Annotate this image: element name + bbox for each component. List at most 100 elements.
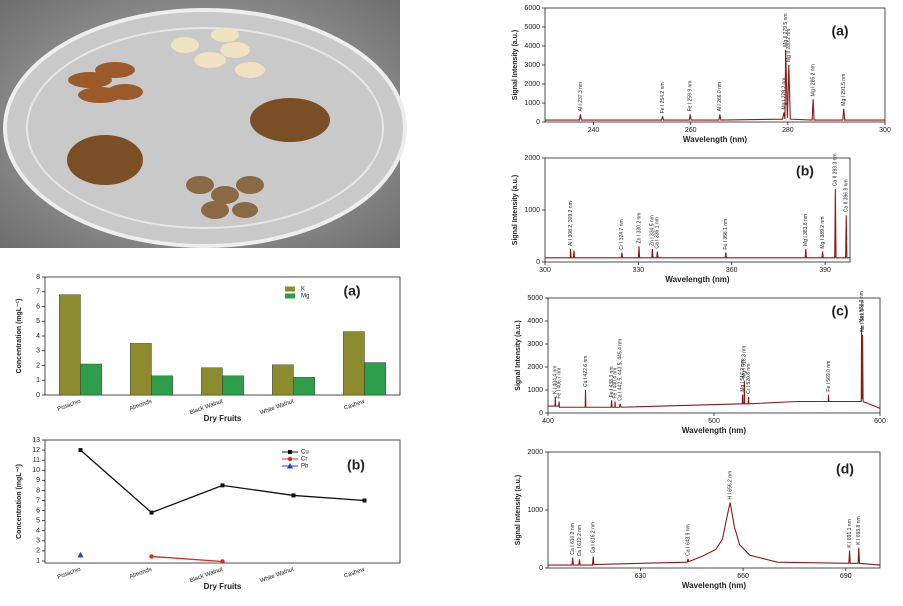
bar [151, 375, 173, 396]
y-tick-label: 7 [36, 289, 40, 296]
legend-label: Pb [301, 464, 309, 470]
y-tick-label: 11 [33, 457, 40, 464]
point [77, 551, 84, 558]
peak-label: Ca I 336.1 nm [655, 217, 661, 248]
legend-marker [287, 463, 293, 469]
y-tick-label: 9 [36, 477, 40, 484]
point [78, 448, 83, 453]
x-tick-label: 260 [685, 127, 697, 134]
y-tick-label: 4 [36, 528, 40, 535]
y-tick-label: 12 [32, 447, 40, 454]
x-tick-label: 500 [708, 418, 720, 425]
pistachios [186, 176, 264, 219]
y-tick-label: 7 [36, 497, 40, 504]
peak-label: Mg I 517.2 nm [740, 360, 746, 392]
bar [272, 364, 294, 396]
y-tick-label: 6000 [524, 5, 540, 12]
peak-label: Na I 589.5 nm [860, 300, 866, 331]
legend-marker [288, 450, 292, 454]
x-tick-label: 690 [840, 573, 852, 580]
y-axis-label: Signal Intensity (a.u.) [515, 320, 522, 390]
peak-label: Fe I 440.4 nm [612, 368, 618, 399]
peak-label: Ca II 393.3 nm [833, 153, 839, 186]
peak-label: Ca I 612.2 nm [577, 525, 583, 556]
y-tick-label: 4000 [524, 43, 540, 50]
y-tick-label: 6 [36, 507, 40, 514]
peak-label: Ca I 422.6 nm [583, 356, 589, 387]
point [362, 498, 367, 503]
peak-label: Mg I 285.2 nm [810, 64, 816, 96]
y-axis-label: Concentration (mgL⁻¹) [16, 299, 23, 374]
x-axis-label: Wavelength (nm) [665, 275, 729, 284]
y-tick-label: 1 [36, 377, 40, 384]
x-axis-label: Wavelength (nm) [682, 426, 746, 435]
bar [129, 343, 152, 396]
legend-label: Mg [301, 294, 309, 300]
y-axis-label: Signal Intensity (a.u.) [512, 175, 519, 245]
x-tick-label: Pistachio [57, 399, 83, 413]
peak-label: Fe I 254.2 nm [660, 82, 666, 113]
peak-label: Mg I 518.3 nm [742, 346, 748, 378]
x-tick-label: 240 [588, 127, 600, 134]
almonds [68, 62, 143, 103]
point [220, 483, 225, 488]
x-tick-label: 300 [539, 267, 551, 274]
x-axis-label: Wavelength (nm) [683, 135, 747, 144]
y-tick-label: 4 [36, 333, 40, 340]
bar [293, 377, 315, 396]
walnuts [67, 98, 330, 185]
y-tick-label: 1000 [524, 100, 540, 107]
point [149, 554, 154, 559]
peak-label: Fe I 259.9 nm [688, 81, 694, 112]
x-tick-label: 630 [635, 573, 647, 580]
y-tick-label: 5 [36, 517, 40, 524]
photo [0, 0, 407, 248]
point [149, 510, 154, 515]
peak-label: Ca I 643.9 nm [685, 524, 691, 555]
point [220, 559, 225, 564]
bar [59, 294, 81, 396]
peak-label: K I 404.4 nm [553, 366, 559, 394]
y-tick-label: 2 [36, 362, 40, 369]
series-line [545, 189, 850, 259]
x-tick-label: Cashew [343, 566, 366, 579]
y-tick-label: 2000 [527, 449, 543, 456]
dish-rim [26, 27, 384, 229]
x-axis-label: Dry Fruits [204, 414, 242, 423]
bar [343, 331, 365, 396]
bar [364, 362, 386, 396]
y-tick-label: 13 [32, 437, 40, 444]
x-axis-label: Wavelength (nm) [682, 581, 746, 590]
y-tick-label: 8 [36, 487, 40, 494]
peak-label: Zn I 330.2 nm [636, 213, 642, 244]
legend-label: Cr [301, 457, 307, 463]
x-tick-label: Pistachio [57, 567, 83, 581]
panel-label: (b) [347, 457, 365, 473]
y-tick-label: 4000 [527, 318, 543, 325]
bar [222, 375, 244, 396]
y-tick-label: 0 [539, 410, 543, 417]
x-tick-label: 600 [874, 418, 886, 425]
peak-label: Na I 588.9 nm [859, 291, 865, 322]
series-line [545, 49, 885, 121]
legend-swatch [285, 286, 295, 292]
peak-label: Mg II 280.2 nm [786, 29, 792, 62]
x-tick-label: Almonds [129, 567, 153, 581]
peak-label: Ca I 610.2 nm [570, 523, 576, 554]
peak-label: Al I 237.3 nm [578, 82, 584, 111]
y-tick-label: 2000 [524, 155, 540, 162]
peak-label: Mg I 279.2 nm [781, 78, 787, 110]
y-tick-label: 5000 [524, 24, 540, 31]
panel-label: (c) [831, 303, 848, 319]
plot-frame [547, 297, 881, 414]
peak-label: Mg I 383.8 nm [803, 214, 809, 246]
panel-label: (a) [831, 23, 848, 39]
cashews [171, 28, 265, 78]
y-tick-label: 0 [536, 259, 540, 266]
y-tick-label: 3 [36, 538, 40, 545]
y-tick-label: 1000 [524, 207, 540, 214]
y-tick-label: 2000 [527, 364, 543, 371]
x-tick-label: 330 [633, 267, 645, 274]
peak-label: Fe I 438.3 nm [609, 366, 615, 397]
